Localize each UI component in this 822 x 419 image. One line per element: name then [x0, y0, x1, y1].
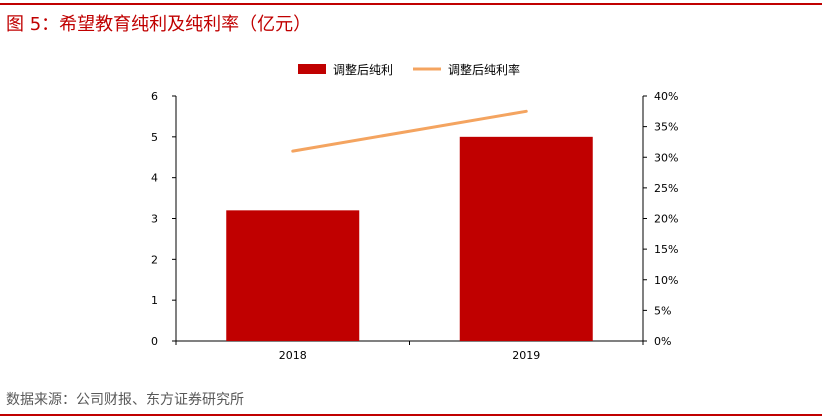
x-tick-label: 2018	[279, 349, 307, 362]
right-tick-label: 25%	[654, 182, 678, 195]
source-note: 数据来源：公司财报、东方证券研究所	[6, 392, 244, 408]
right-tick-label: 20%	[654, 213, 678, 226]
left-tick-label: 0	[151, 335, 158, 348]
left-tick-label: 2	[151, 253, 158, 266]
legend-label-bar: 调整后纯利	[333, 62, 393, 77]
bottom-rule	[0, 414, 822, 416]
left-tick-label: 6	[151, 90, 158, 103]
left-tick-label: 4	[151, 172, 158, 185]
right-tick-label: 30%	[654, 151, 678, 164]
right-tick-label: 35%	[654, 121, 678, 134]
right-tick-label: 0%	[654, 335, 671, 348]
legend-label-line: 调整后纯利率	[448, 62, 520, 77]
chart-title: 图 5：希望教育纯利及纯利率（亿元）	[6, 14, 312, 35]
left-tick-label: 1	[151, 294, 158, 307]
right-tick-label: 15%	[654, 243, 678, 256]
top-rule	[0, 3, 822, 5]
bar-2018	[226, 210, 360, 341]
left-tick-label: 3	[151, 213, 158, 226]
net-margin-line	[291, 109, 528, 153]
x-tick-label: 2019	[512, 349, 540, 362]
legend-swatch-bar	[298, 64, 326, 74]
bar-2019	[459, 136, 593, 341]
right-tick-label: 40%	[654, 90, 678, 103]
right-tick-label: 10%	[654, 274, 678, 287]
left-tick-label: 5	[151, 131, 158, 144]
right-tick-label: 5%	[654, 304, 671, 317]
